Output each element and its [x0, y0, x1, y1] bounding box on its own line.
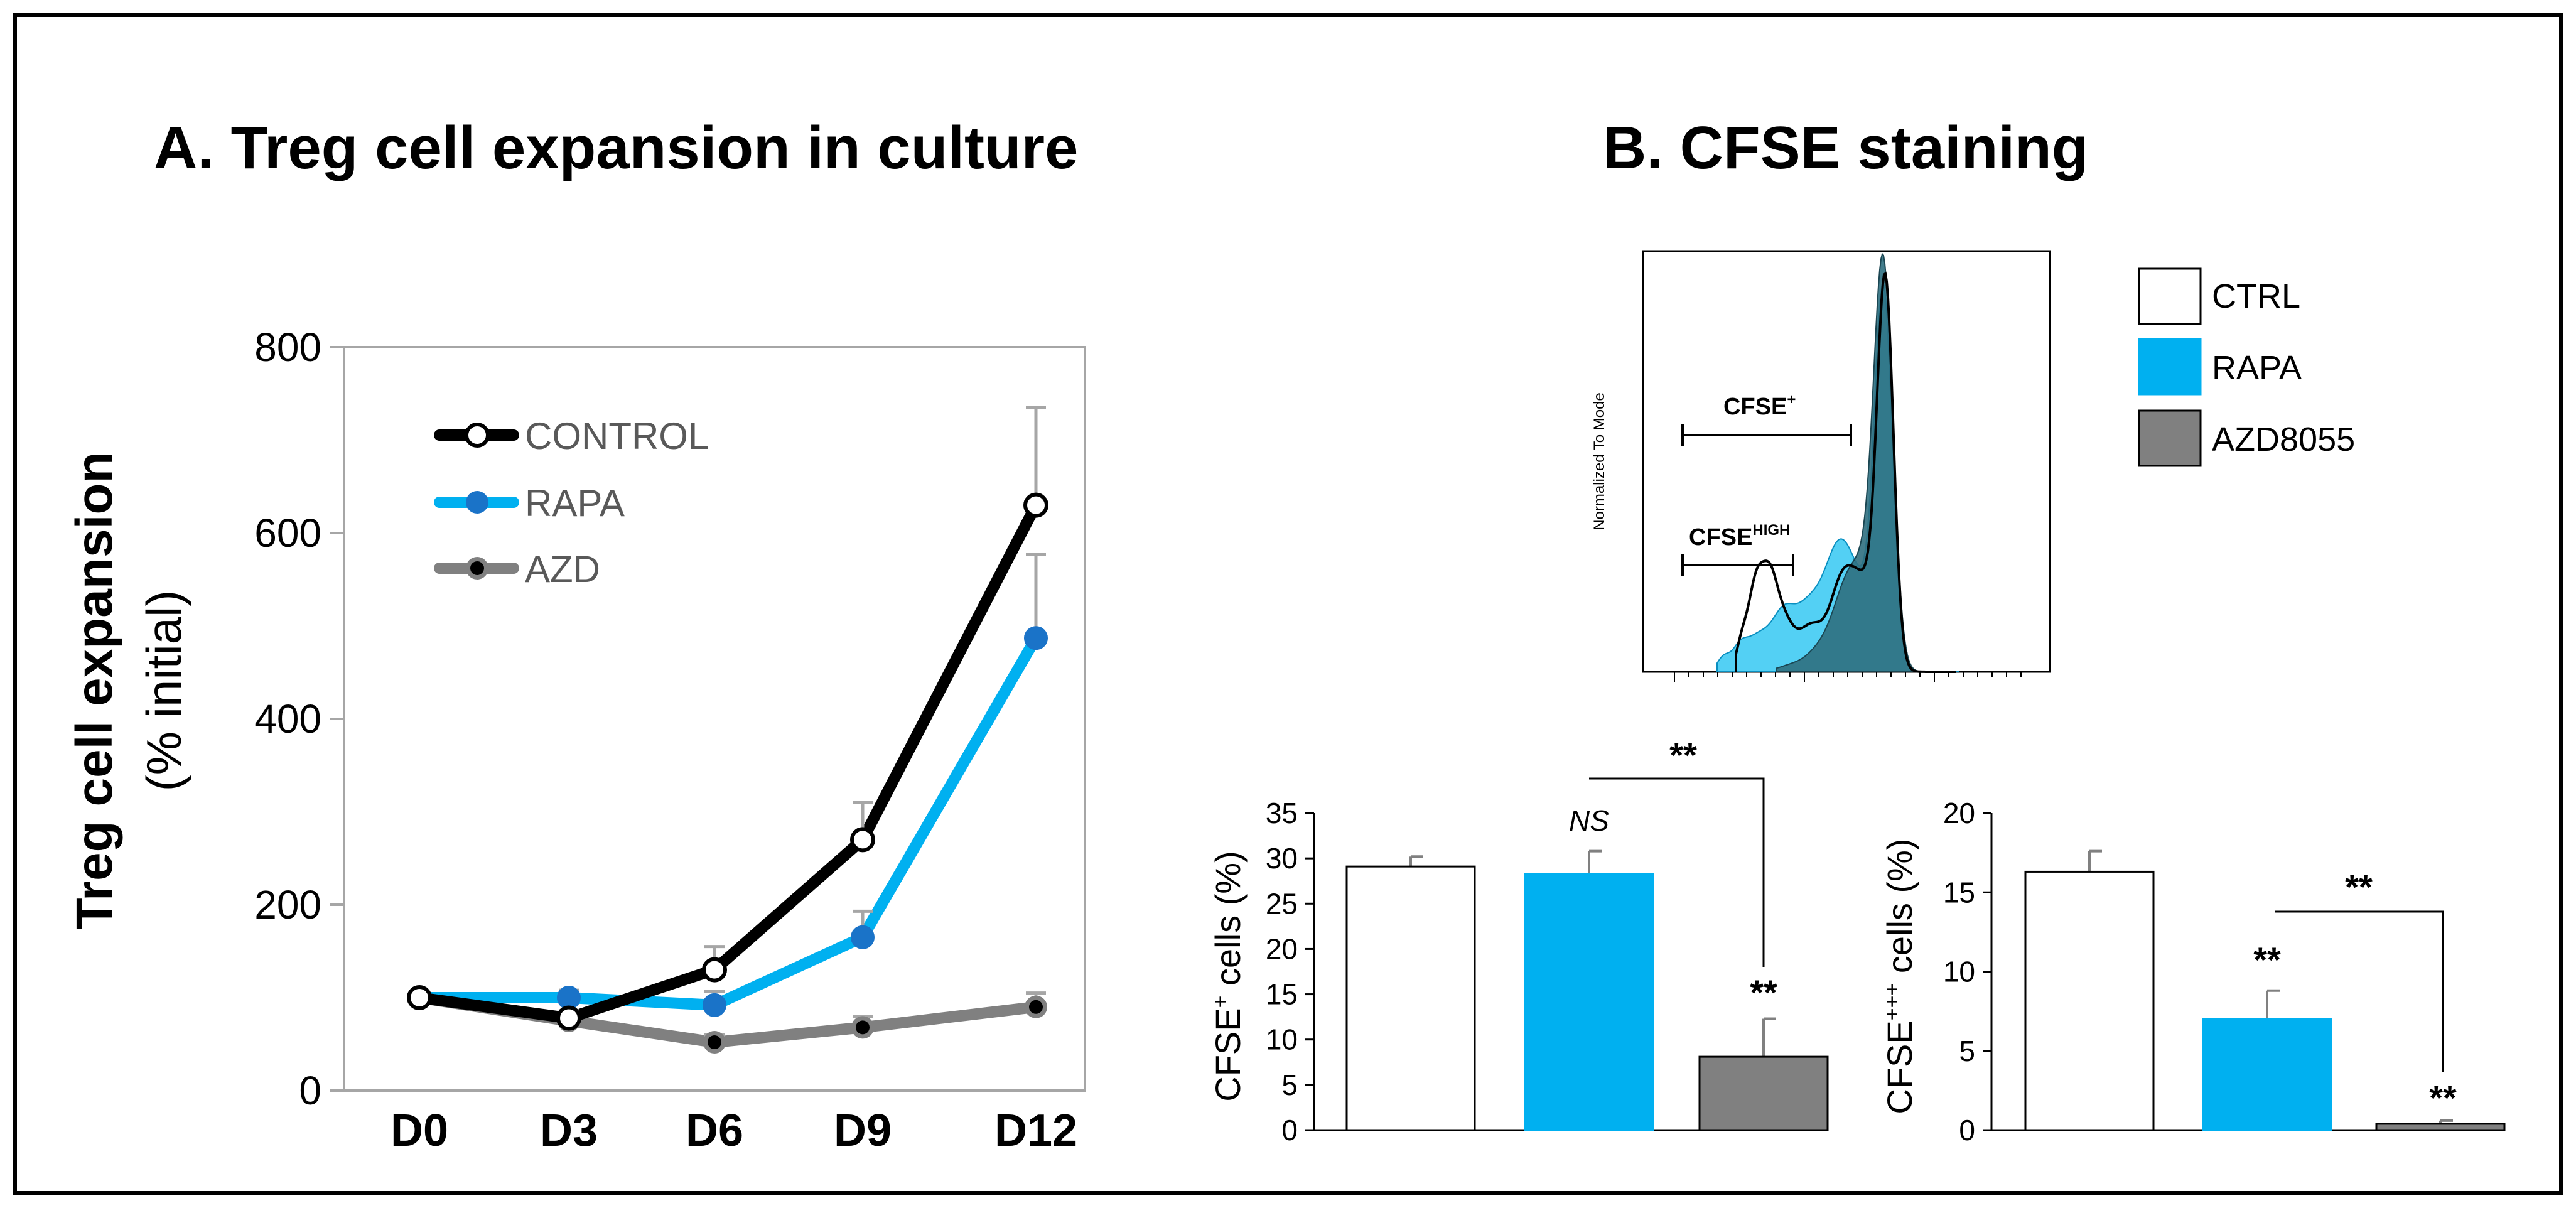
legend-item-ctrl: CTRL [2138, 267, 2300, 325]
y-tick-label: 25 [1266, 887, 1298, 920]
y-tick-label: 5 [1281, 1069, 1298, 1101]
legend-marker-control [465, 423, 490, 448]
gate-cfse-high-label: CFSEHIGH [1689, 522, 1790, 551]
bar-chart-cfse-high: 0 5 10 15 20 ** ** ** [1943, 797, 2506, 1146]
annotation-sig-azd: ** [2429, 1078, 2457, 1118]
panel-b-title: B. CFSE staining [1603, 114, 2088, 181]
data-point-azd [708, 1035, 721, 1050]
bar-chart-cfse-plus: 0 5 10 15 20 25 30 35 NS ** ** [1266, 735, 1829, 1146]
legend-marker-azd [470, 561, 484, 575]
histogram-x-ticks [1674, 672, 2022, 682]
legend-label-control: CONTROL [525, 415, 709, 457]
panel-a-title: A. Treg cell expansion in culture [154, 114, 1078, 181]
bar-ctrl [1345, 865, 1476, 1131]
histogram-y-label: Normalized To Mode [1591, 392, 1608, 531]
gate-cfse-plus: CFSE+ [1681, 391, 1852, 446]
bar2-ylabel: CFSE+++ cells (%) [1880, 838, 1919, 1114]
data-point-control [1023, 492, 1048, 518]
data-point-rapa [851, 925, 875, 949]
y-tick-label: 10 [1266, 1023, 1298, 1056]
y-tick-label: 5 [1959, 1035, 1975, 1067]
annotation-sig-rapa: ** [2253, 940, 2281, 979]
data-point-control [556, 1005, 581, 1031]
legend-label-ctrl: CTRL [2212, 278, 2300, 315]
panel-a-ylabel-sub: (% initial) [136, 590, 191, 792]
annotation-sig-bracket: ** [1669, 735, 1697, 775]
x-tick-label: D6 [686, 1106, 743, 1156]
data-point-control [850, 827, 875, 853]
bar-rapa [2202, 1018, 2332, 1131]
y-tick-label: 20 [1943, 797, 1975, 829]
data-point-azd [1029, 1000, 1043, 1014]
bar1-ylabel: CFSE+ cells (%) [1208, 851, 1248, 1101]
y-tick-label: 0 [1281, 1114, 1298, 1146]
bar-ctrl [2024, 870, 2155, 1131]
legend-label-azd: AZD [525, 548, 600, 590]
x-tick-label: D3 [540, 1106, 598, 1156]
bar-azd8055 [2375, 1123, 2506, 1131]
y-tick-label: 20 [1266, 932, 1298, 965]
y-tick-label: 15 [1943, 876, 1975, 909]
legend-label-rapa: RAPA [525, 482, 625, 524]
data-point-control [702, 957, 727, 983]
annotation-sig-azd: ** [1750, 973, 1777, 1012]
legend-marker-rapa [466, 491, 488, 514]
significance-bracket [1589, 777, 1765, 967]
figure-frame [13, 13, 2563, 1195]
cfse-histogram: Normalized To Mode CFSE+ CFSEHIGH [1591, 250, 2051, 682]
data-point-control [407, 985, 432, 1010]
significance-bracket [2275, 910, 2444, 1072]
legend-swatch-azd [2138, 409, 2202, 467]
bar-rapa [1524, 873, 1654, 1131]
panel-a-ylabel: Treg cell expansion (% initial) [66, 451, 191, 929]
x-tick-label: D0 [391, 1106, 448, 1156]
legend-swatch-ctrl [2138, 267, 2202, 325]
legend-label-azd: AZD8055 [2212, 421, 2355, 458]
data-point-rapa [1024, 626, 1048, 650]
annotation-sig-bracket: ** [2345, 867, 2373, 907]
line-chart-expansion: 0 200 400 600 800 D0 D3 D6 D9 D12 CONTROL RAPA AZD [254, 325, 1086, 1156]
annotation-ns: NS [1569, 804, 1609, 837]
histogram-ctrl-line [1735, 271, 1956, 673]
x-tick-label: D12 [994, 1106, 1077, 1156]
y-tick-label: 35 [1266, 797, 1298, 829]
gate-cfse-plus-label: CFSE+ [1723, 391, 1796, 420]
y-tick-label: 0 [299, 1068, 321, 1113]
gate-cfse-high: CFSEHIGH [1681, 522, 1794, 576]
y-tick-label: 10 [1943, 956, 1975, 988]
y-tick-label: 800 [254, 325, 321, 370]
data-point-azd [856, 1020, 870, 1035]
legend-label-rapa: RAPA [2212, 349, 2302, 387]
y-tick-label: 30 [1266, 842, 1298, 875]
y-tick-label: 200 [254, 882, 321, 927]
panel-a-ylabel-main: Treg cell expansion [66, 451, 123, 929]
y-tick-label: 0 [1959, 1114, 1975, 1146]
panel-b-legend: CTRL RAPA AZD8055 [2138, 267, 2355, 467]
data-point-rapa [703, 993, 726, 1017]
y-tick-label: 600 [254, 510, 321, 556]
y-tick-label: 15 [1266, 978, 1298, 1011]
legend-item-azd: AZD8055 [2138, 409, 2355, 467]
y-tick-label: 400 [254, 696, 321, 742]
legend-swatch-rapa [2138, 338, 2202, 396]
x-tick-label: D9 [834, 1106, 892, 1156]
bar-azd8055 [1698, 1055, 1829, 1131]
legend-item-rapa: RAPA [2138, 338, 2302, 396]
